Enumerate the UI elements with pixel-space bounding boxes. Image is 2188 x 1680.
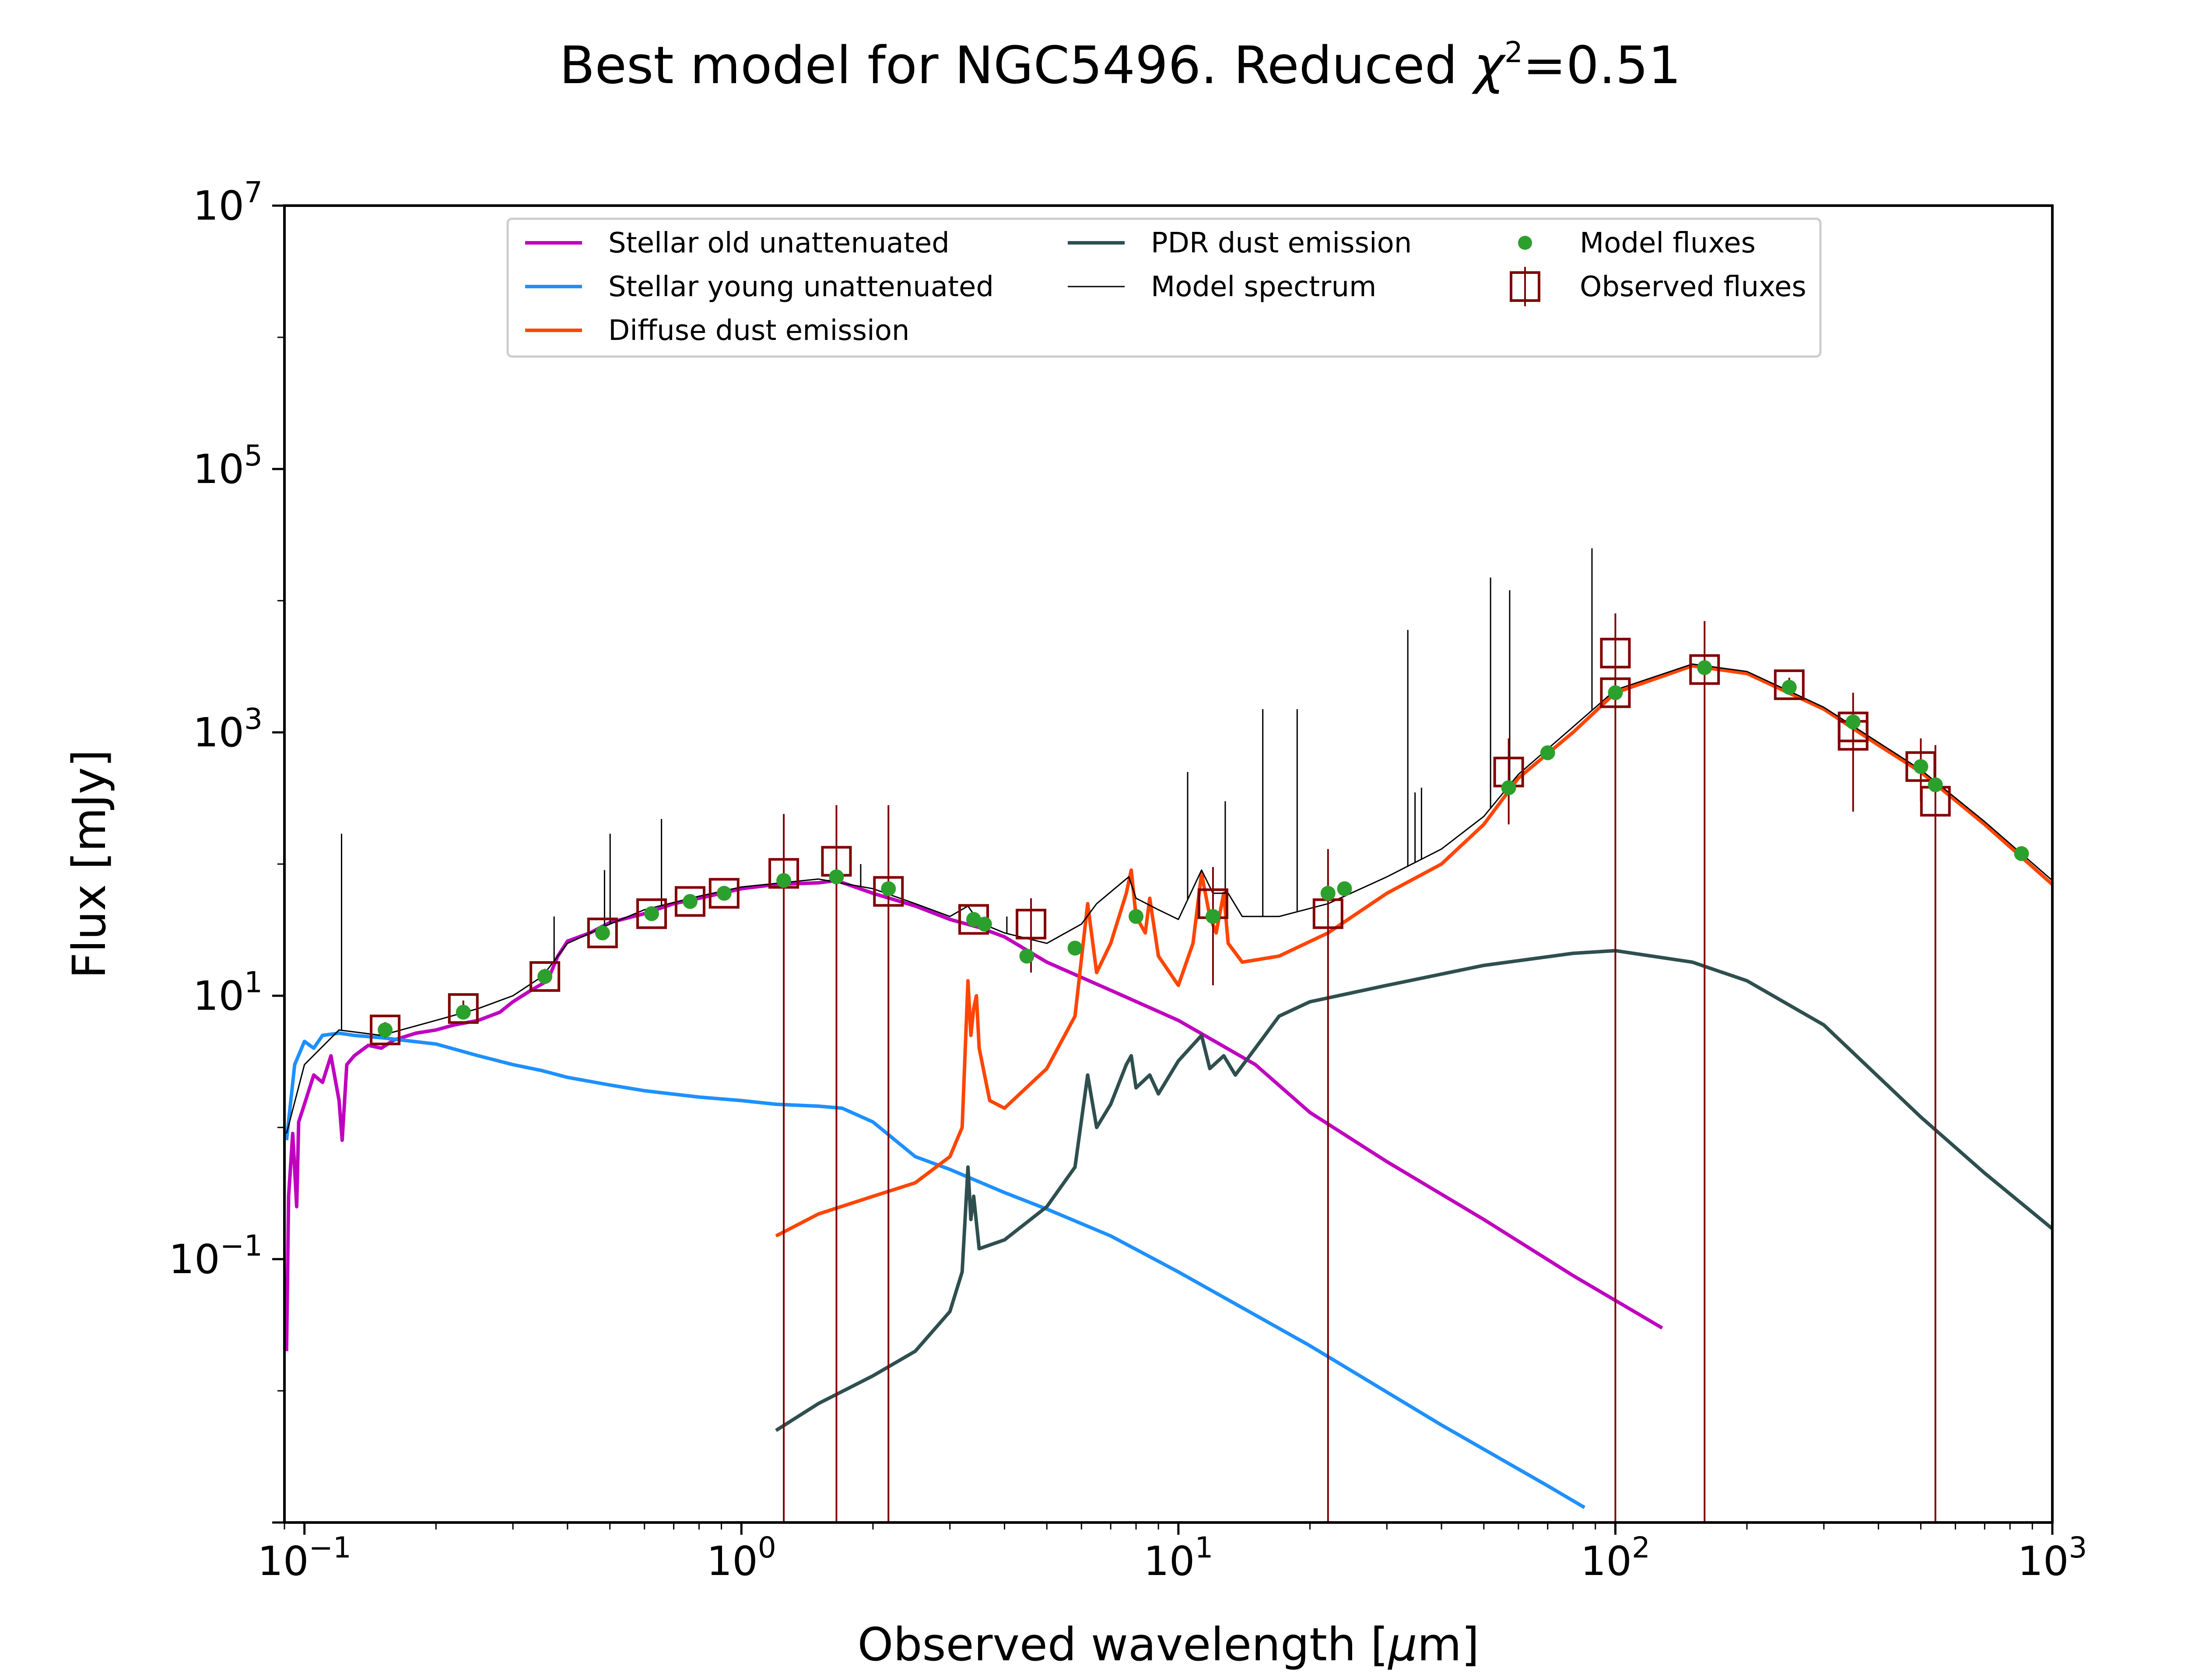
model-flux-point [1320, 886, 1336, 901]
model-flux-point [776, 873, 792, 888]
legend-item: Diffuse dust emission [525, 315, 909, 347]
stellar-young-unattenuated-line [284, 1031, 1585, 1509]
model-flux-point [378, 1022, 393, 1038]
model-flux-point [1205, 909, 1220, 924]
legend-item: Model fluxes [1518, 227, 1756, 259]
y-tick-label: 101 [193, 966, 263, 1019]
model-flux-point [1129, 909, 1144, 924]
model-flux-point [881, 881, 896, 896]
legend-label: Stellar old unattenuated [608, 227, 950, 259]
observed-flux-marker [708, 878, 740, 909]
x-axis: 10−1 100 101 102 103 [258, 1522, 2087, 1585]
legend-swatch-dot [1518, 236, 1532, 250]
legend: Stellar old unattenuated Stellar young un… [506, 217, 1822, 358]
legend-item: PDR dust emission [1068, 227, 1412, 259]
legend-item: Stellar old unattenuated [525, 227, 950, 259]
observed-flux-marker [1600, 677, 1631, 708]
y-axis-label: Flux [mJy] [63, 749, 116, 979]
legend-item: Stellar young unattenuated [525, 271, 994, 303]
observed-flux-marker [529, 961, 561, 992]
model-spectrum-line [286, 663, 2052, 1134]
observed-flux-marker [1774, 669, 1805, 700]
observed-flux-marker [674, 886, 705, 917]
x-tick-label: 100 [707, 1531, 776, 1585]
model-flux-point [829, 869, 844, 885]
observed-flux-marker [1905, 751, 1936, 782]
observed-flux-marker [873, 876, 904, 907]
chart-title: Best model for NGC5496. Reduced χ2=0.51 [559, 35, 1681, 95]
legend-label: Stellar young unattenuated [608, 271, 994, 303]
model-flux-point [1501, 780, 1516, 795]
model-flux-point [644, 906, 659, 921]
model-flux-point [2014, 846, 2029, 861]
model-flux-point [1608, 685, 1623, 700]
model-flux-point [716, 886, 732, 901]
model-flux-point [537, 969, 553, 984]
diffuse-dust-emission-line [775, 664, 2052, 1238]
observed-flux-marker [1600, 637, 1631, 668]
model-flux-point [1845, 714, 1861, 730]
stellar-old-unattenuated-line [284, 878, 1663, 1351]
x-tick-label: 101 [1143, 1531, 1213, 1585]
observed-flux-marker [587, 917, 618, 948]
y-tick-label: 10−1 [169, 1229, 263, 1283]
observed-flux-marker [1689, 654, 1720, 685]
y-tick-label: 107 [193, 175, 263, 229]
legend-label: Model spectrum [1151, 271, 1376, 303]
observed-flux-marker [370, 1015, 401, 1046]
model-flux-point [1067, 941, 1083, 956]
y-tick-label: 103 [193, 702, 263, 756]
observed-flux-marker [448, 993, 479, 1024]
y-tick-label: 105 [193, 439, 263, 493]
legend-box [506, 217, 1822, 358]
legend-item: Observed fluxes [1510, 267, 1806, 306]
observed-flux-marker [636, 898, 667, 929]
legend-label: Observed fluxes [1580, 271, 1806, 303]
y-axis: 10−1 101 103 105 107 [169, 175, 284, 1524]
x-tick-label: 102 [1581, 1531, 1650, 1585]
legend-label: Diffuse dust emission [608, 315, 909, 347]
model-flux-point [1913, 759, 1929, 774]
model-flux-point [1928, 777, 1943, 792]
pdr-dust-emission-line [775, 948, 2052, 1432]
model-flux-point [1337, 881, 1352, 896]
legend-label: PDR dust emission [1151, 227, 1412, 259]
model-flux-point [1697, 660, 1712, 676]
model-flux-point [595, 925, 610, 941]
plot-area [284, 548, 2052, 1522]
x-tick-label: 10−1 [258, 1531, 351, 1585]
model-flux-point [682, 894, 698, 909]
model-flux-point [1019, 948, 1034, 964]
legend-label: Model fluxes [1580, 227, 1756, 259]
observed-flux-marker [1016, 909, 1047, 940]
model-flux-point [456, 1004, 471, 1020]
x-tick-label: 103 [2017, 1531, 2087, 1585]
model-flux-point [977, 917, 992, 932]
x-axis-label: Observed wavelength [μm] [858, 1618, 1480, 1671]
legend-item: Model spectrum [1068, 271, 1376, 303]
model-flux-point [1540, 745, 1555, 760]
model-flux-point [1781, 679, 1797, 695]
